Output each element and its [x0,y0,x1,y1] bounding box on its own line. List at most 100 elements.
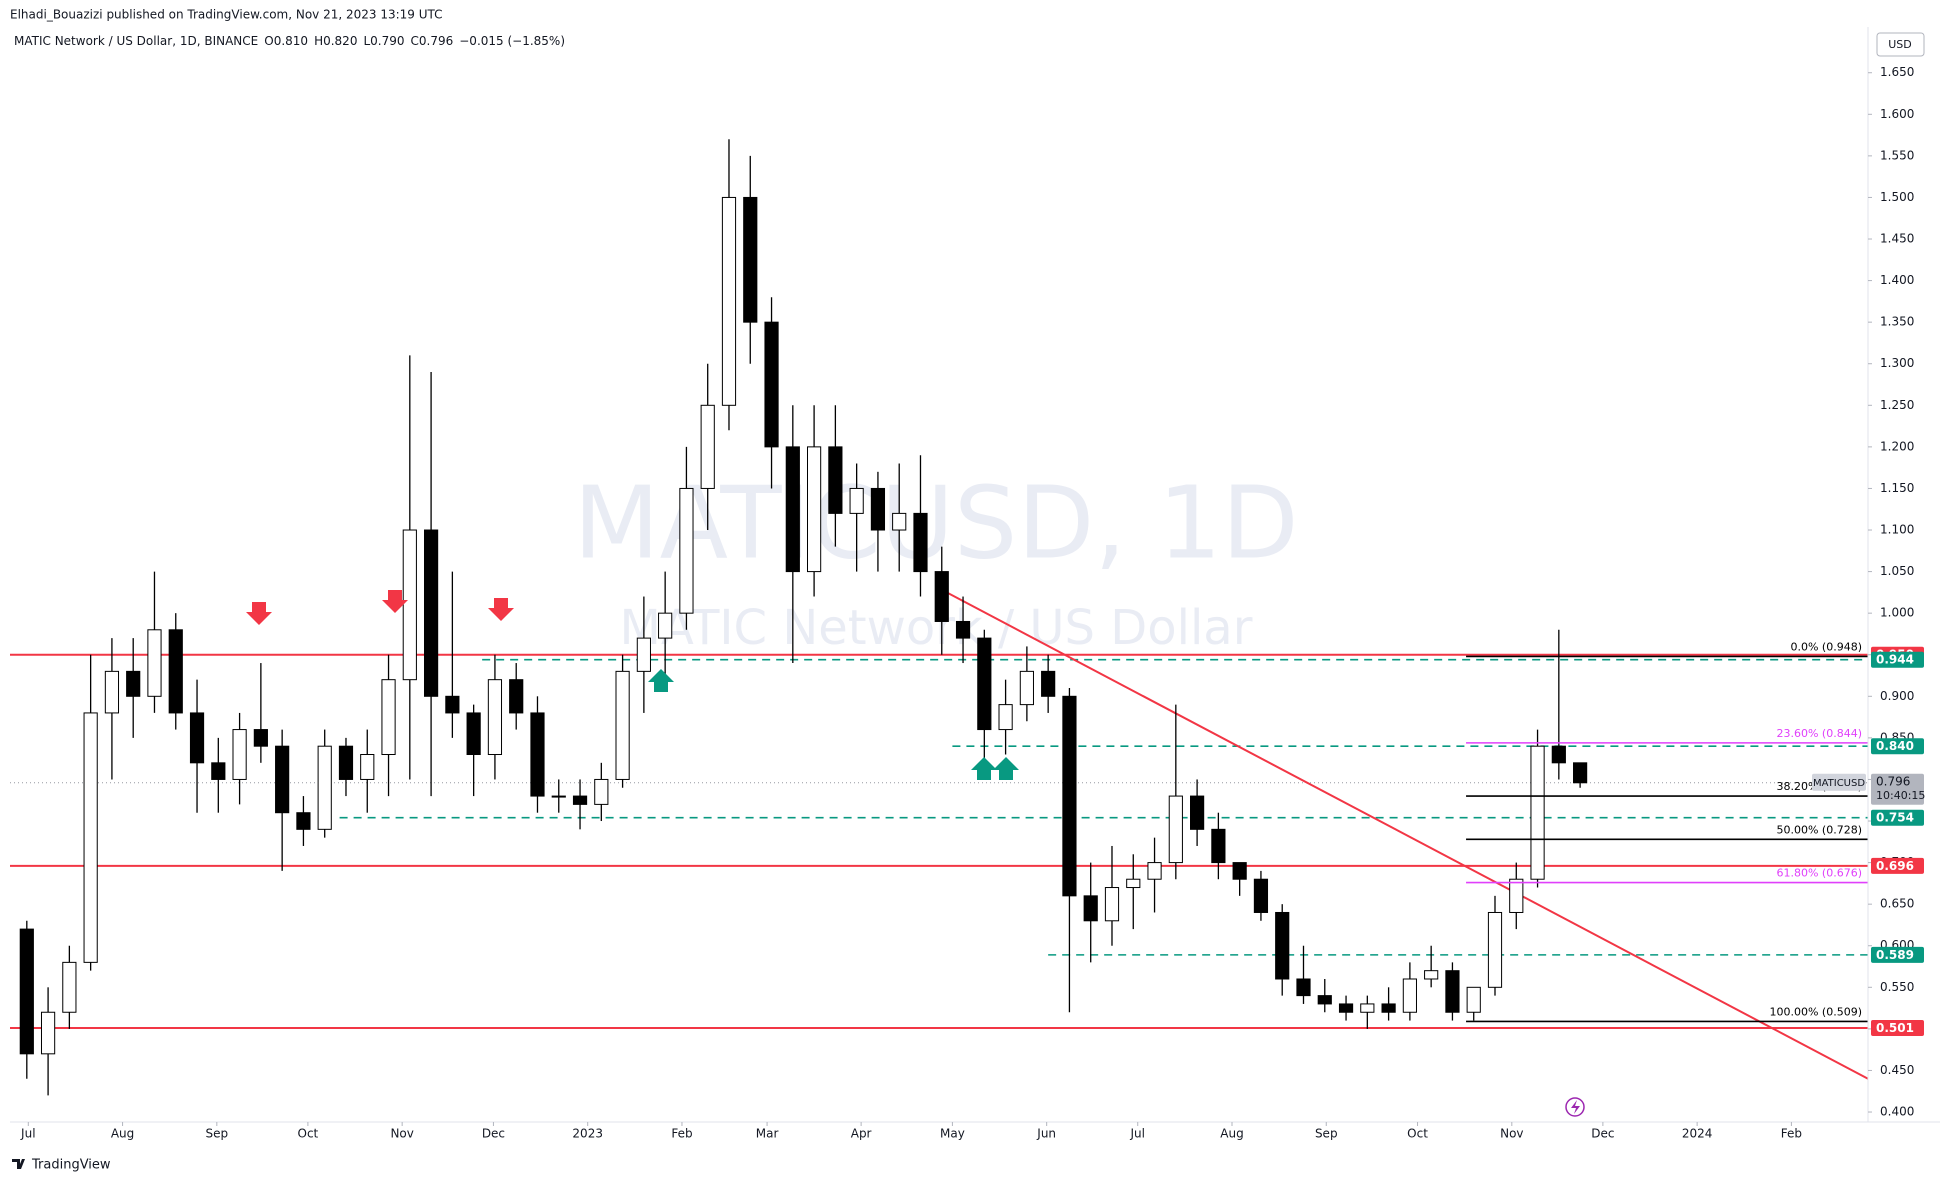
candles [19,139,1588,1096]
candle-body [1338,1003,1354,1013]
current-price-tag [1871,773,1924,805]
trendline [939,588,1869,1080]
y-tick-label: 1.050 [1880,564,1914,578]
header: Elhadi_Bouazizi published on TradingView… [10,8,565,48]
y-tick-label: 1.650 [1880,65,1914,79]
symbol-tag-label: MATICUSD [1813,778,1865,789]
candle-body [849,487,864,514]
candle-body [743,196,758,323]
x-tick-label: Dec [1591,1127,1614,1141]
y-tick-label: 1.450 [1880,232,1914,246]
fib-label: 100.00% (0.509) [1769,1005,1862,1018]
x-tick-label: May [940,1127,965,1141]
y-tick-label: 1.100 [1880,523,1914,537]
candle-body [253,729,268,747]
price-tag-label: 0.589 [1876,948,1914,962]
candle-body [487,679,503,756]
y-tick-label: 1.550 [1880,148,1914,162]
candle-body [360,754,375,780]
candle-body [1147,862,1162,880]
legend-value: 0.790 [370,34,404,48]
price-tag-label: 0.840 [1876,739,1914,753]
candle-body [1573,762,1588,784]
y-tick-label: 1.250 [1880,398,1914,412]
candle-body [1360,1003,1375,1013]
candle-body [232,729,247,780]
candle-body [296,812,311,830]
candle-body [913,512,928,573]
y-tick-label: 1.000 [1880,606,1914,620]
candle-body [189,712,205,764]
event-icon[interactable] [1565,1097,1585,1117]
countdown: 10:40:15 [1876,789,1925,802]
legend-value: 0.810 [274,34,308,48]
candle-body [1253,878,1269,913]
x-tick-label: Nov [390,1127,413,1141]
y-tick-label: 1.600 [1880,107,1914,121]
y-tick-label: 0.550 [1880,980,1914,994]
candle-body [870,487,886,531]
up-arrow [971,757,997,780]
x-tick-label: Apr [851,1127,872,1141]
down-arrow [382,590,408,613]
fib-label: 23.60% (0.844) [1776,727,1862,740]
footer-brand: TradingView [31,1158,111,1173]
candle-body [1275,911,1290,980]
candle-body [572,795,588,805]
legend-letter: H [314,34,323,48]
candle-body [1551,745,1566,764]
candle-body [381,679,396,756]
x-tick-label: Sep [206,1127,229,1141]
under-layer: MATICUSD, 1D MATIC Network / US Dollar [10,464,1869,1080]
price-tag [1871,809,1924,826]
candle-body [1126,878,1141,889]
price-tag [1871,738,1924,755]
candle-body [1509,878,1524,913]
candle-body [785,446,800,573]
price-tag [1871,1020,1924,1037]
y-tick-label: 1.350 [1880,315,1914,329]
x-tick-label: Jul [20,1127,35,1141]
over-layer: 0.0% (0.948)23.60% (0.844)38.20% (0.780)… [246,590,1868,1117]
currency-box[interactable] [1876,32,1925,57]
x-tick-label: Aug [111,1127,134,1141]
legend: MATIC Network / US Dollar, 1D, BINANCE O0… [14,34,565,48]
price-tag-label: 0.944 [1876,653,1914,667]
candle-body [700,404,715,489]
candle-body [1530,745,1545,880]
candle-body [1317,995,1332,1005]
down-arrow [246,602,272,625]
price-tag [1871,946,1924,963]
legend-value: 0.820 [323,34,357,48]
candle-body [551,795,566,798]
legend-value: 0.796 [419,34,453,48]
candle-body [445,695,460,714]
x-tick-label: Jul [1129,1127,1144,1141]
y-tick-label: 1.400 [1880,273,1914,287]
candle-body [126,670,141,697]
price-tag [1871,651,1924,668]
footer: TradingView [12,1158,111,1173]
candle-body [62,961,77,1013]
y-tick-label: 1.300 [1880,356,1914,370]
candle-body [19,928,34,1055]
candle-body [594,778,609,805]
x-tick-label: Sep [1315,1127,1338,1141]
candle-body [530,712,545,797]
x-tick-label: Feb [1781,1127,1802,1141]
candle-body [466,712,481,756]
y-tick-label: 0.900 [1880,689,1914,703]
x-tick-label: 2024 [1682,1127,1713,1141]
y-tick-label: 0.450 [1880,1063,1914,1077]
candle-body [1062,695,1077,897]
candle-body [317,745,332,830]
candle-body [1381,1003,1396,1013]
candle-body [83,712,98,963]
candle-body [955,620,971,639]
x-tick-label: Oct [298,1127,319,1141]
candle-body [147,629,162,697]
price-tag [1871,857,1924,874]
candle-body [211,762,226,780]
